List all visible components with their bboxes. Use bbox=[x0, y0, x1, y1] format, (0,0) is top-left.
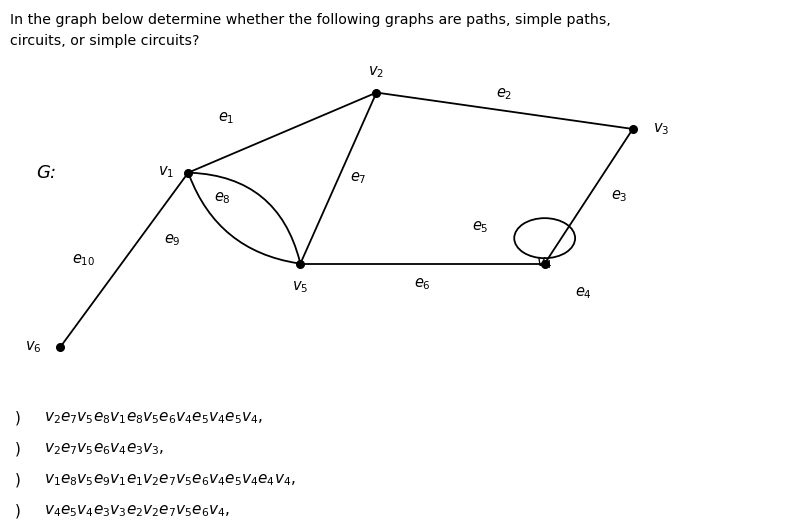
Text: $e_{1}$: $e_{1}$ bbox=[218, 110, 235, 126]
Text: $v_{2}$: $v_{2}$ bbox=[368, 64, 384, 81]
Text: $e_{6}$: $e_{6}$ bbox=[414, 276, 431, 292]
Text: $v_1 e_8 v_5 e_9 v_1 e_1 v_2 e_7 v_5 e_6 v_4 e_5 v_4 e_4 v_4,$: $v_1 e_8 v_5 e_9 v_1 e_1 v_2 e_7 v_5 e_6… bbox=[44, 472, 296, 488]
Text: $v_4 e_5 v_4 e_3 v_3 e_2 v_2 e_7 v_5 e_6 v_4,$: $v_4 e_5 v_4 e_3 v_3 e_2 v_2 e_7 v_5 e_6… bbox=[44, 503, 230, 519]
Text: $e_{2}$: $e_{2}$ bbox=[497, 86, 513, 102]
Text: ): ) bbox=[14, 504, 20, 519]
Text: ): ) bbox=[14, 441, 20, 457]
Text: ): ) bbox=[14, 410, 20, 425]
Text: $v_{4}$: $v_{4}$ bbox=[537, 256, 553, 271]
Text: $e_{3}$: $e_{3}$ bbox=[611, 188, 627, 204]
Text: $v_{3}$: $v_{3}$ bbox=[653, 121, 669, 137]
Text: $v_2 e_7 v_5 e_8 v_1 e_8 v_5 e_6 v_4 e_5 v_4 e_5 v_4,$: $v_2 e_7 v_5 e_8 v_1 e_8 v_5 e_6 v_4 e_5… bbox=[44, 410, 263, 425]
Text: $e_{10}$: $e_{10}$ bbox=[72, 252, 96, 268]
Text: $e_5$: $e_5$ bbox=[473, 219, 489, 235]
Text: $v_{5}$: $v_{5}$ bbox=[292, 279, 308, 295]
Text: $e_9$: $e_9$ bbox=[164, 232, 180, 248]
Text: $v_2 e_7 v_5 e_6 v_4 e_3 v_3,$: $v_2 e_7 v_5 e_6 v_4 e_3 v_3,$ bbox=[44, 441, 164, 457]
Text: circuits, or simple circuits?: circuits, or simple circuits? bbox=[10, 34, 200, 48]
Text: ): ) bbox=[14, 473, 20, 488]
FancyArrowPatch shape bbox=[189, 175, 298, 263]
Text: $e_8$: $e_8$ bbox=[214, 190, 231, 206]
FancyArrowPatch shape bbox=[191, 173, 300, 261]
Text: $e_{7}$: $e_{7}$ bbox=[350, 170, 367, 186]
Text: $v_{1}$: $v_{1}$ bbox=[158, 165, 174, 180]
Text: G:: G: bbox=[36, 164, 56, 181]
Text: $v_{6}$: $v_{6}$ bbox=[26, 340, 42, 355]
Text: In the graph below determine whether the following graphs are paths, simple path: In the graph below determine whether the… bbox=[10, 13, 611, 27]
Text: $e_4$: $e_4$ bbox=[574, 285, 592, 301]
